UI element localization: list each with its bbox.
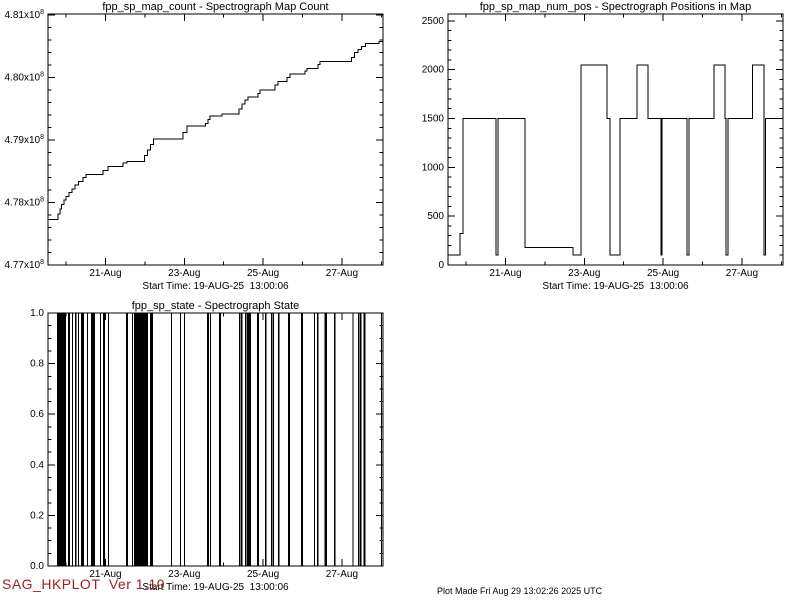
x-axis-title: Start Time: 19-AUG-25 13:00:06 [142,281,289,292]
state-bar [209,313,212,566]
state-bar [358,313,360,566]
x-axis-title: Start Time: 19-AUG-25 13:00:06 [542,281,689,292]
state-bar [180,313,182,566]
y-tick-label: 0.6 [30,409,44,420]
state-bar [273,313,275,566]
state-bar [360,313,362,566]
state-bar [87,313,89,566]
x-axis-title: Start Time: 19-AUG-25 13:00:06 [142,582,289,593]
version-label: SAG_HKPLOT Ver 1.10 [2,576,166,592]
state-bar [77,313,80,566]
y-tick-label: 4.79x108 [5,134,45,146]
state-bar [90,313,95,566]
map-count-plot: fpp_sp_map_count - Spectrograph Map Coun… [5,1,384,292]
state-bar [57,313,67,566]
state-bar [131,313,134,566]
plot-made-label: Plot Made Fri Aug 29 13:02:26 2025 UTC [437,586,603,596]
x-tick-label: 23-Aug [568,268,600,279]
y-tick-label: 0.0 [30,561,44,572]
state-bar [324,313,328,566]
x-tick-label: 21-Aug [89,268,121,279]
y-tick-label: 1000 [422,162,445,173]
y-tick-label: 2000 [422,65,445,76]
y-tick-label: 500 [427,211,444,222]
y-tick-label: 4.78x108 [5,197,45,209]
state-bar [278,313,280,566]
y-tick-label: 0.4 [30,460,44,471]
num-pos-plot: fpp_sp_map_num_pos - Spectrograph Positi… [422,1,784,292]
state-bar [150,313,154,566]
state-bar [363,313,366,566]
y-tick-label: 4.81x108 [5,9,45,21]
state-bar [133,313,149,566]
state-bar [100,313,102,566]
x-tick-label: 25-Aug [247,268,279,279]
state-bar [241,313,243,566]
state-bar [81,313,84,566]
series-line [448,64,783,256]
state-bar [183,313,186,566]
state-bar [271,313,273,566]
state-bar [75,313,77,566]
x-tick-label: 21-Aug [489,268,521,279]
y-tick-label: 0.8 [30,359,44,370]
state-bar [314,313,316,566]
state-bar [219,313,222,566]
y-tick-label: 0.2 [30,510,44,521]
state-bar [207,313,210,566]
series-line [48,40,383,220]
x-tick-label: 23-Aug [168,569,200,580]
state-bar [288,313,290,566]
state-plot: fpp_sp_state - Spectrograph State Start T… [30,300,384,593]
axis-ticks [48,312,383,567]
plot-title: fpp_sp_state - Spectrograph State [132,300,300,312]
state-bar [170,313,173,566]
y-tick-label: 4.77x108 [5,259,45,271]
state-bar [103,313,106,566]
state-bar [265,313,267,566]
state-bar [239,313,241,566]
x-tick-label: 23-Aug [168,268,200,279]
state-bar [256,313,260,566]
state-bar [72,313,74,566]
state-bar [68,313,71,566]
state-bar [352,313,354,566]
plot-frame [447,13,784,266]
x-tick-label: 25-Aug [647,268,679,279]
y-tick-label: 0 [438,260,444,271]
plot-frame [47,312,384,567]
state-bar [126,313,129,566]
state-bars [57,313,383,566]
plot-title: fpp_sp_map_num_pos - Spectrograph Positi… [480,1,752,13]
x-tick-label: 27-Aug [326,268,358,279]
y-tick-label: 1500 [422,114,445,125]
state-bar [317,313,319,566]
axis-ticks [448,14,783,266]
x-tick-label: 27-Aug [326,569,358,580]
state-bar [107,313,110,566]
state-bar [334,313,336,566]
plot-frame [47,13,384,266]
x-tick-label: 25-Aug [247,569,279,580]
axis-ticks [48,14,383,266]
state-bar [247,313,251,566]
y-tick-label: 2500 [422,16,445,27]
plot-title: fpp_sp_map_count - Spectrograph Map Coun… [102,1,328,13]
y-tick-label: 4.80x108 [5,72,45,84]
state-bar [301,313,303,566]
state-bar [381,313,383,566]
state-bar [245,313,247,566]
x-tick-label: 27-Aug [726,268,758,279]
x-tick-label: 21-Aug [89,569,121,580]
y-tick-label: 1.0 [30,308,44,319]
